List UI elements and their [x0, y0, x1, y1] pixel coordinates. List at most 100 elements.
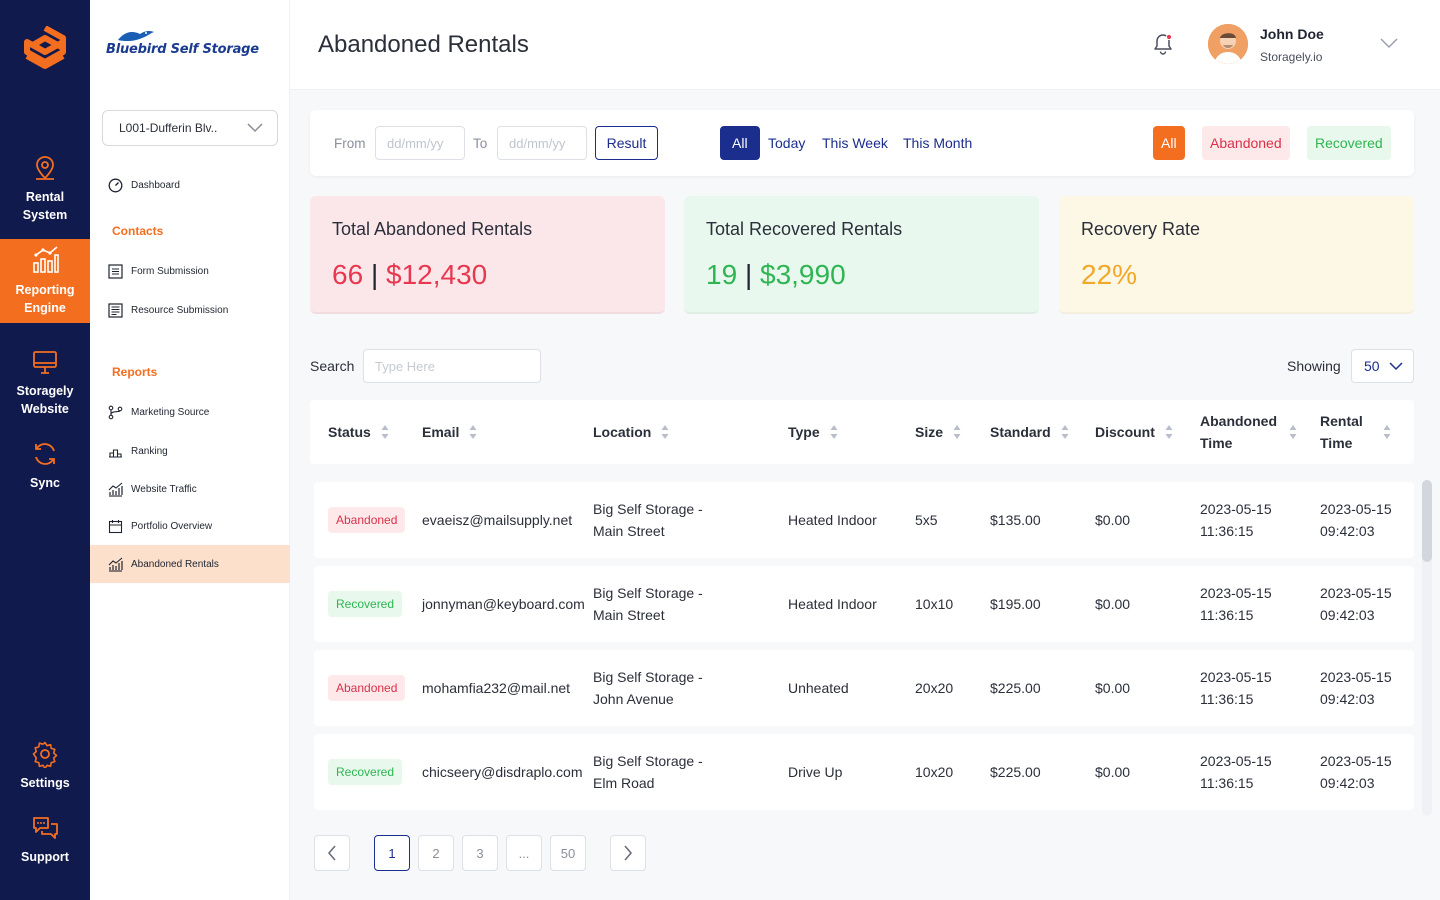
rental-time-cell: 2023-05-15 09:42:03 [1320, 734, 1392, 810]
column-label: Standard [990, 424, 1051, 440]
sidebar-item-dashboard[interactable]: Dashboard [90, 166, 290, 204]
card-title: Recovery Rate [1081, 219, 1201, 239]
rail-item-storagely-website[interactable]: Storagely Website [0, 348, 90, 418]
location-line: Elm Road [593, 775, 655, 791]
rail-item-rental-system[interactable]: Rental System [0, 154, 90, 224]
sidebar-item-portfolio-overview[interactable]: Portfolio Overview [90, 507, 290, 545]
location-text: Big Self Storage - Elm Road [593, 750, 703, 794]
datetime-text: 2023-05-15 09:42:03 [1320, 666, 1392, 710]
standard-cell: $195.00 [990, 596, 1041, 612]
page-button-50[interactable]: 50 [550, 835, 586, 871]
column-status[interactable]: Status [328, 400, 389, 464]
location-cell: Big Self Storage - Main Street [593, 566, 703, 642]
storagely-logo-icon[interactable] [24, 26, 66, 74]
table-row[interactable]: Abandoned evaeisz@mailsupply.net Big Sel… [314, 482, 1414, 558]
range-this-week-button[interactable]: This Week [822, 135, 888, 151]
page-size-select[interactable]: 50 [1351, 349, 1414, 383]
sort-icon [830, 425, 838, 439]
sidebar-item-form-submission[interactable]: Form Submission [90, 252, 290, 290]
prev-page-button[interactable] [314, 835, 350, 871]
status-cell: Abandoned [328, 650, 406, 726]
brand-logo[interactable]: Bluebird Self Storage [106, 28, 266, 64]
user-org: Storagely.io [1260, 50, 1323, 64]
size-cell: 10x20 [915, 764, 954, 780]
location-text: Big Self Storage - Main Street [593, 498, 703, 542]
to-date-input[interactable] [497, 126, 587, 160]
time-text: 11:36:15 [1200, 691, 1254, 707]
search-input[interactable] [363, 349, 541, 383]
range-all-button[interactable]: All [720, 126, 760, 160]
from-date-input[interactable] [375, 126, 465, 160]
page-button-3[interactable]: 3 [462, 835, 498, 871]
type-cell: Unheated [788, 680, 849, 696]
card-title: Total Abandoned Rentals [332, 219, 533, 239]
column-email[interactable]: Email [422, 400, 477, 464]
chevron-left-icon [327, 845, 336, 861]
status-abandoned-button[interactable]: Abandoned [1202, 126, 1290, 160]
status-badge: Abandoned [328, 507, 406, 533]
rail-item-reporting-engine[interactable]: Reporting Engine [0, 239, 90, 323]
contacts-heading: Contacts [112, 224, 164, 238]
column-label: Type [788, 424, 820, 440]
table-header: Status Email Location Type Size Standard… [310, 400, 1414, 464]
sidebar-item-label: Website Traffic [131, 483, 197, 495]
column-abandoned-time[interactable]: Abandoned Time [1200, 400, 1297, 464]
column-label-line: Time [1320, 435, 1353, 451]
sidebar-item-resource-submission[interactable]: Resource Submission [90, 291, 290, 329]
column-type[interactable]: Type [788, 400, 838, 464]
column-rental-time[interactable]: Rental Time [1320, 400, 1391, 464]
date-text: 2023-05-15 [1320, 501, 1392, 517]
reports-heading: Reports [112, 365, 158, 379]
page-button-1[interactable]: 1 [374, 835, 410, 871]
location-select[interactable]: L001-Dufferin Blv.. [102, 110, 278, 146]
abandoned-time-cell: 2023-05-15 11:36:15 [1200, 734, 1272, 810]
scrollbar-thumb[interactable] [1422, 480, 1432, 562]
type-cell: Heated Indoor [788, 512, 877, 528]
standard-cell: $225.00 [990, 764, 1041, 780]
page-button-2[interactable]: 2 [418, 835, 454, 871]
chevron-down-icon[interactable] [1380, 38, 1398, 50]
secondary-sidebar: Bluebird Self Storage L001-Dufferin Blv.… [90, 0, 290, 900]
rail-label: Reporting [15, 283, 75, 297]
location-cell: Big Self Storage - John Avenue [593, 650, 703, 726]
discount-cell: $0.00 [1095, 764, 1131, 780]
form-icon [108, 263, 123, 279]
gauge-icon [108, 178, 123, 192]
table-row[interactable]: Abandoned mohamfia232@mail.net Big Self … [314, 650, 1414, 726]
email-cell: jonnyman@keyboard.com [422, 596, 585, 612]
column-label-line: Rental [1320, 413, 1363, 429]
result-button[interactable]: Result [595, 126, 658, 160]
column-size[interactable]: Size [915, 400, 961, 464]
status-recovered-button[interactable]: Recovered [1307, 126, 1391, 160]
rail-item-settings[interactable]: Settings [0, 740, 90, 792]
date-text: 2023-05-15 [1320, 585, 1392, 601]
status-all-button[interactable]: All [1153, 126, 1185, 160]
rail-item-sync[interactable]: Sync [0, 440, 90, 492]
sidebar-item-website-traffic[interactable]: Website Traffic [90, 470, 290, 508]
date-text: 2023-05-15 [1200, 585, 1272, 601]
sort-icon [661, 425, 669, 439]
bell-icon[interactable] [1152, 32, 1174, 56]
rail-item-support[interactable]: Support [0, 814, 90, 866]
column-label: Size [915, 424, 944, 440]
next-page-button[interactable] [610, 835, 646, 871]
table-scrollbar[interactable] [1422, 480, 1432, 816]
table-row[interactable]: Recovered jonnyman@keyboard.com Big Self… [314, 566, 1414, 642]
rental-time-cell: 2023-05-15 09:42:03 [1320, 482, 1392, 558]
sidebar-item-ranking[interactable]: Ranking [90, 432, 290, 470]
value-separator: | [744, 259, 753, 290]
user-name: John Doe [1260, 26, 1324, 42]
column-discount[interactable]: Discount [1095, 400, 1173, 464]
range-today-button[interactable]: Today [768, 135, 806, 151]
range-this-month-button[interactable]: This Month [903, 135, 973, 151]
sidebar-item-abandoned-rentals[interactable]: Abandoned Rentals [90, 545, 290, 583]
column-standard[interactable]: Standard [990, 400, 1069, 464]
column-location[interactable]: Location [593, 400, 669, 464]
sidebar-item-marketing-source[interactable]: Marketing Source [90, 393, 290, 431]
location-line: Main Street [593, 607, 665, 623]
location-cell: Big Self Storage - Elm Road [593, 734, 703, 810]
size-cell: 5x5 [915, 512, 938, 528]
table-row[interactable]: Recovered chicseery@disdraplo.com Big Se… [314, 734, 1414, 810]
sort-icon [469, 425, 477, 439]
avatar[interactable] [1208, 24, 1248, 64]
